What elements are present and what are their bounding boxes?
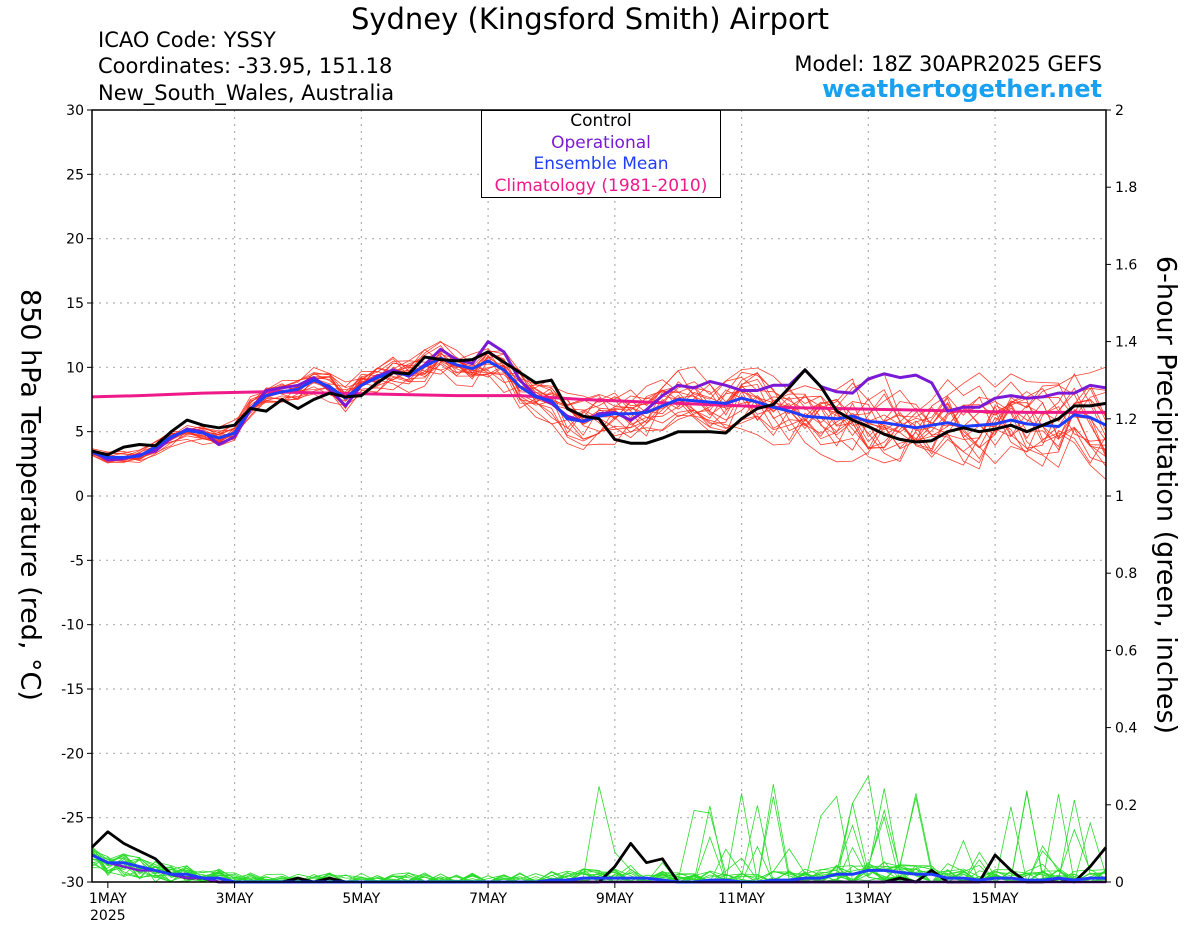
y-tick-label: -15 [61, 682, 84, 698]
temp-line-climatology- [91, 390, 1106, 414]
x-tick-year: 2025 [90, 908, 126, 924]
y-axis-right-label: 6-hour Precipitation (green, inches) [1150, 255, 1182, 735]
region: New_South_Wales, Australia [98, 81, 395, 105]
y-tick-label: 5 [75, 425, 84, 441]
ensemble-member-temp [91, 340, 1107, 466]
y2-tick-label: 0.6 [1115, 643, 1137, 659]
ensemble-member-precip [91, 795, 1107, 883]
ensemble-member-precip [91, 784, 1107, 883]
y2-tick-label: 0.4 [1115, 721, 1137, 737]
y-tick-label: -20 [61, 746, 84, 762]
y2-tick-label: 1.2 [1115, 412, 1137, 428]
model-run: Model: 18Z 30APR2025 GEFS [794, 52, 1102, 76]
ensemble-member-precip [91, 793, 1106, 883]
y-tick-label: -10 [61, 618, 84, 634]
ensemble-member-precip [91, 796, 1107, 883]
x-tick-label: 9MAY [596, 891, 634, 907]
legend-climatology: Climatology (1981-2010) [494, 175, 708, 196]
grid-layer [92, 110, 1106, 882]
coordinates: Coordinates: -33.95, 151.18 [98, 54, 393, 78]
ensemble-member-precip [91, 792, 1107, 883]
temp-line-operational [91, 340, 1107, 462]
icao-code: ICAO Code: YSSY [98, 28, 276, 52]
y-tick-label: -5 [70, 553, 84, 569]
y-tick-label: 25 [66, 167, 84, 183]
y2-tick-label: 1.6 [1115, 257, 1137, 273]
y2-tick-label: 0.2 [1115, 798, 1137, 814]
ensemble-member-temp [91, 348, 1107, 458]
x-tick-label: 1MAY [89, 891, 127, 907]
y-tick-label: -25 [61, 811, 84, 827]
x-tick-label: 5MAY [342, 891, 380, 907]
y-tick-label: -30 [61, 875, 84, 891]
x-tick-label: 3MAY [216, 891, 254, 907]
y2-tick-label: 2 [1115, 103, 1124, 119]
ensemble-member-precip [91, 788, 1107, 883]
x-tick-label: 13MAY [845, 891, 892, 907]
y-tick-label: 20 [66, 232, 84, 248]
y2-tick-label: 1.8 [1115, 180, 1137, 196]
x-tick-label: 7MAY [469, 891, 507, 907]
brand-link[interactable]: weathertogether.net [822, 75, 1102, 103]
x-tick-label: 11MAY [718, 891, 765, 907]
y2-tick-label: 0.8 [1115, 566, 1137, 582]
y-axis-left-label: 850 hPa Temperature (red, °C) [14, 289, 46, 701]
ensemble-member-precip [91, 808, 1107, 883]
ensemble-member-precip [91, 810, 1107, 883]
ensemble-member-precip [91, 775, 1107, 883]
y2-tick-label: 0 [1115, 875, 1124, 891]
y2-tick-label: 1 [1115, 489, 1124, 505]
ensemble-member-temp [91, 363, 1107, 463]
y2-tick-label: 1.4 [1115, 335, 1137, 351]
legend-control: Control [570, 111, 632, 131]
legend-operational: Operational [551, 132, 651, 153]
temp-line-control [91, 350, 1107, 457]
chart-title: Sydney (Kingsford Smith) Airport [350, 2, 830, 36]
legend-ensemble-mean: Ensemble Mean [533, 154, 669, 174]
y-tick-label: 0 [75, 489, 84, 505]
y-tick-label: 10 [66, 360, 84, 376]
y-tick-label: 30 [66, 103, 84, 119]
ensemble-member-precip [91, 790, 1107, 883]
y-tick-label: 15 [66, 296, 84, 312]
temp-line-ensemble-mean [91, 356, 1107, 459]
x-tick-label: 15MAY [972, 891, 1019, 907]
legend: Control Operational Ensemble Mean Climat… [481, 110, 721, 198]
axis-layer: 302520151050-5-10-15-20-25-3021.81.61.41… [61, 103, 1137, 924]
ensemble-member-precip [91, 786, 1107, 883]
